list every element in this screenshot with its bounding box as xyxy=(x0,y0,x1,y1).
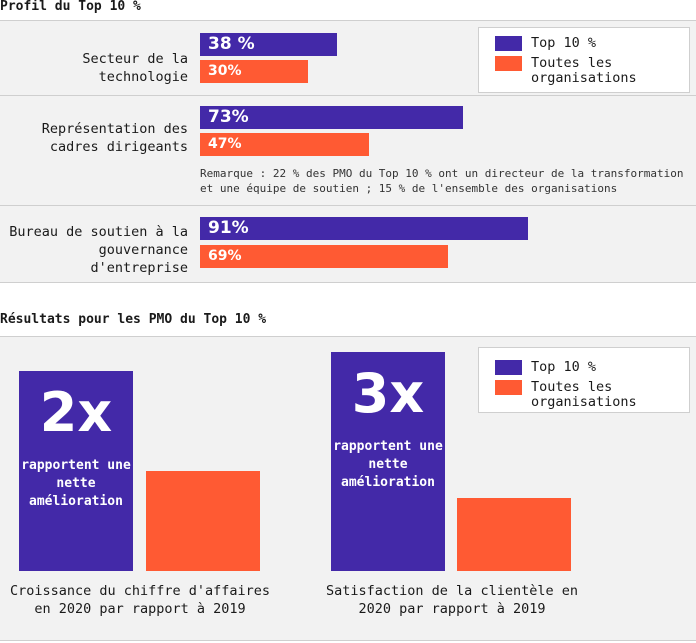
category-caption: Satisfaction de la clientèle en 2020 par… xyxy=(326,583,578,617)
divider xyxy=(0,336,696,337)
bar-value: 38 % xyxy=(208,34,255,54)
bar-top10-satisfaction: 3x rapportent une nette amélioration xyxy=(331,352,445,571)
bar-value: 30% xyxy=(208,63,242,79)
category-label: Secteur de la technologie xyxy=(82,51,188,85)
legend-swatch-top10 xyxy=(495,360,522,375)
divider xyxy=(0,640,696,641)
bar-all-revenue xyxy=(146,471,260,571)
bar-all-governance: 69% xyxy=(200,245,448,268)
bar-all-technology: 30% xyxy=(200,60,308,83)
note-text: Remarque : 22 % des PMO du Top 10 % ont … xyxy=(200,167,684,195)
legend-label-top10: Top 10 % xyxy=(531,359,597,375)
legend-label-all: Toutes les organisations xyxy=(531,55,637,86)
divider xyxy=(0,282,696,283)
legend-swatch-top10 xyxy=(495,36,522,51)
profile-legend: Top 10 % Toutes les organisations xyxy=(478,27,690,93)
bar-top10-revenue: 2x rapportent une nette amélioration xyxy=(19,371,133,571)
category-label: Représentation des cadres dirigeants xyxy=(41,121,188,155)
bar-description: rapportent une nette amélioration xyxy=(21,458,131,509)
results-title: Résultats pour les PMO du Top 10 % xyxy=(0,312,267,327)
bar-all-satisfaction xyxy=(457,498,571,571)
profile-title: Profil du Top 10 % xyxy=(0,0,141,14)
legend-swatch-all xyxy=(495,56,522,71)
bar-value: 91% xyxy=(208,218,249,238)
divider xyxy=(0,95,696,96)
bar-all-executives: 47% xyxy=(200,133,369,156)
bar-description: rapportent une nette amélioration xyxy=(333,439,443,490)
divider xyxy=(0,20,696,21)
results-legend: Top 10 % Toutes les organisations xyxy=(478,347,690,413)
bar-value: 47% xyxy=(208,136,242,152)
multiplier-value: 3x xyxy=(351,362,425,425)
category-label: Bureau de soutien à la gouvernance d'ent… xyxy=(9,224,188,276)
bar-top10-executives: 73% xyxy=(200,106,463,129)
legend-label-all: Toutes les organisations xyxy=(531,379,637,410)
legend-swatch-all xyxy=(495,380,522,395)
legend-label-top10: Top 10 % xyxy=(531,35,597,51)
divider xyxy=(0,205,696,206)
multiplier-value: 2x xyxy=(39,381,113,444)
bar-top10-technology: 38 % xyxy=(200,33,337,56)
category-caption: Croissance du chiffre d'affaires en 2020… xyxy=(9,583,271,617)
bar-top10-governance: 91% xyxy=(200,217,528,240)
bar-value: 73% xyxy=(208,107,249,127)
bar-value: 69% xyxy=(208,248,242,264)
